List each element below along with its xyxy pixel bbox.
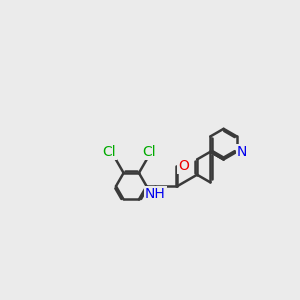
Text: NH: NH (145, 188, 166, 202)
Text: N: N (237, 145, 247, 159)
Text: O: O (178, 158, 189, 172)
Text: Cl: Cl (142, 146, 156, 159)
Text: Cl: Cl (103, 146, 116, 159)
